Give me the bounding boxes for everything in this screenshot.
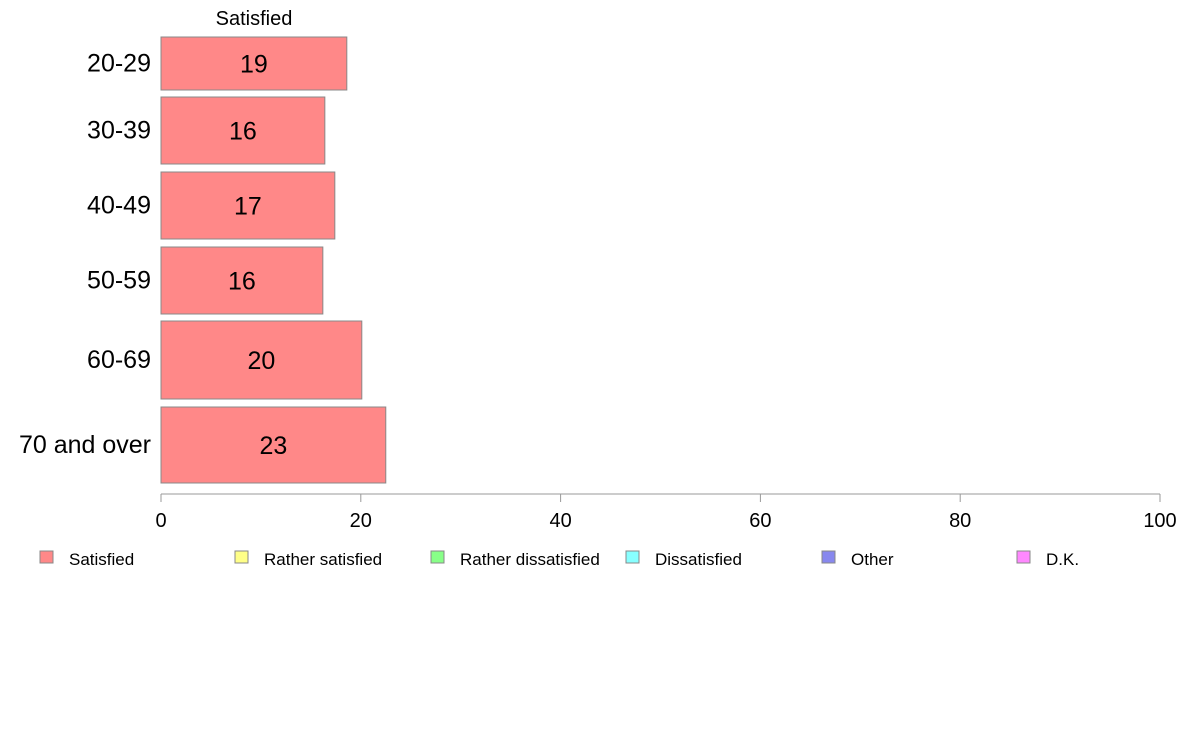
legend-label: D.K. xyxy=(1046,550,1079,569)
x-tick-label: 80 xyxy=(949,510,971,532)
category-label: 70 and over xyxy=(19,431,151,459)
x-tick-label: 60 xyxy=(749,510,771,532)
column-header-layer: Satisfied xyxy=(216,8,293,30)
data-label: 16 xyxy=(228,268,256,296)
column-header: Satisfied xyxy=(216,8,293,30)
category-label: 20-29 xyxy=(87,50,151,78)
bar xyxy=(160,406,387,484)
data-label: 19 xyxy=(240,51,268,79)
bar xyxy=(160,171,336,240)
x-tick-label: 40 xyxy=(549,510,571,532)
legend-label: Satisfied xyxy=(69,550,134,569)
category-label: 60-69 xyxy=(87,346,151,374)
category-label: 50-59 xyxy=(87,267,151,295)
legend-swatch xyxy=(1016,550,1031,564)
data-label: 16 xyxy=(229,118,257,146)
legend-swatch xyxy=(39,550,54,564)
category-labels: 20-29 30-39 40-49 50-59 60-69 70 and over xyxy=(19,50,151,460)
legend-label: Other xyxy=(851,550,894,569)
bar xyxy=(160,320,363,400)
bars: 19 16 17 16 20 23 xyxy=(160,36,387,484)
legend-swatch xyxy=(821,550,836,564)
data-label: 17 xyxy=(234,193,262,221)
legend-swatch xyxy=(625,550,640,564)
x-tick-label: 20 xyxy=(350,510,372,532)
category-label: 30-39 xyxy=(87,117,151,145)
x-tick-label: 0 xyxy=(155,510,166,532)
legend: Satisfied Rather satisfied Rather dissatis… xyxy=(39,550,1079,569)
legend-label: Rather dissatisfied xyxy=(460,550,600,569)
legend-label: Dissatisfied xyxy=(655,550,742,569)
category-label: 40-49 xyxy=(87,192,151,220)
x-axis: 0 20 40 60 80 100 xyxy=(155,493,1177,532)
data-label: 23 xyxy=(259,432,287,460)
bar xyxy=(160,96,326,165)
bar xyxy=(160,246,324,315)
bar xyxy=(160,36,348,91)
data-label: 20 xyxy=(247,347,275,375)
legend-label: Rather satisfied xyxy=(264,550,382,569)
legend-swatch xyxy=(430,550,445,564)
x-tick-label: 100 xyxy=(1143,510,1176,532)
legend-swatch xyxy=(234,550,249,564)
